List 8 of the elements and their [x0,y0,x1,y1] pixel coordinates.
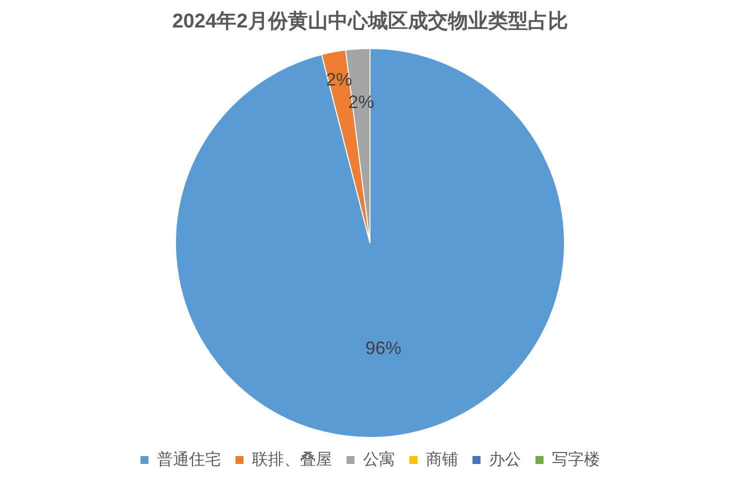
legend-label: 商铺 [426,450,458,468]
legend-label: 办公 [489,450,521,468]
legend-label: 普通住宅 [157,450,221,468]
legend-label: 公寓 [363,450,395,468]
chart-title: 2024年2月份黄山中心城区成交物业类型占比 [172,10,568,33]
legend-label: 联排、叠屋 [252,450,332,468]
legend-label: 写字楼 [552,450,600,468]
data-label: 96% [365,338,402,358]
